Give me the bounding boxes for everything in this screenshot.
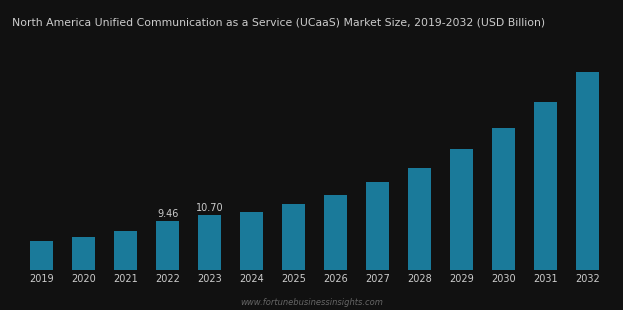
Text: www.fortunebusinessinsights.com: www.fortunebusinessinsights.com bbox=[240, 298, 383, 307]
Bar bbox=[324, 195, 347, 270]
Bar bbox=[534, 102, 557, 270]
Bar bbox=[114, 231, 137, 270]
Bar bbox=[576, 72, 599, 270]
Bar bbox=[198, 215, 221, 270]
Bar bbox=[492, 128, 515, 270]
Bar bbox=[156, 221, 179, 270]
Text: 9.46: 9.46 bbox=[157, 209, 178, 219]
Bar bbox=[31, 241, 54, 270]
Bar bbox=[72, 237, 95, 270]
Bar bbox=[282, 204, 305, 270]
Bar bbox=[450, 149, 473, 270]
Bar bbox=[240, 212, 263, 270]
Bar bbox=[408, 168, 431, 270]
Text: North America Unified Communication as a Service (UCaaS) Market Size, 2019-2032 : North America Unified Communication as a… bbox=[12, 18, 546, 28]
Text: 10.70: 10.70 bbox=[196, 202, 224, 213]
Bar bbox=[366, 182, 389, 270]
